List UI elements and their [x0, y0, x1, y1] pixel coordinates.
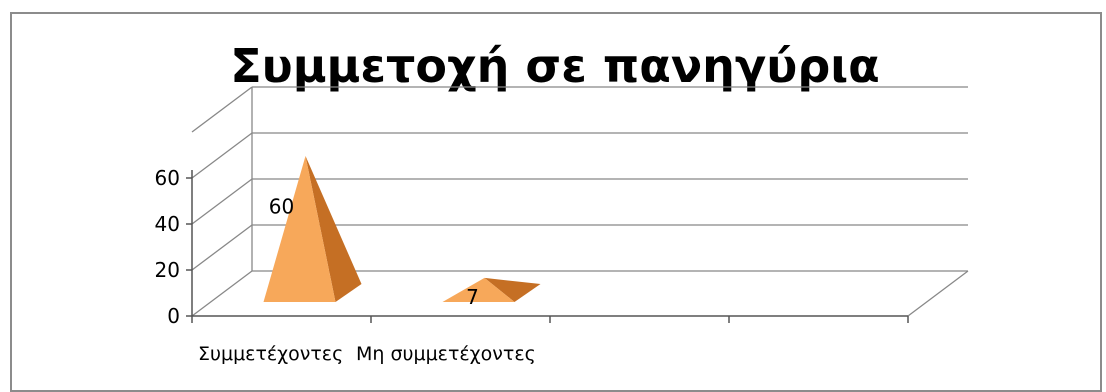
- gridline-side: [191, 178, 253, 225]
- bar: [263, 156, 362, 302]
- bar-side-face: [305, 156, 362, 302]
- gridline-side: [191, 86, 253, 133]
- gridline-side: [191, 132, 253, 179]
- y-tick-label: 40: [155, 212, 180, 236]
- floor-right-edge: [907, 270, 969, 317]
- grid-layer: [191, 86, 969, 317]
- bar-front-face: [263, 156, 336, 302]
- axis-layer: [186, 170, 909, 323]
- bar-front-face: [442, 277, 515, 302]
- pyramid-chart: Συμμετοχή σε πανηγύρια 0 20 40 60 60 7 Συμμετέ…: [155, 39, 969, 365]
- x-category-label: Συμμετέχοντες: [198, 343, 343, 365]
- data-label: 7: [466, 285, 479, 309]
- bar-layer: [263, 156, 541, 302]
- y-tick-label: 20: [155, 258, 180, 282]
- bar-side-face: [484, 277, 541, 302]
- chart-title: Συμμετοχή σε πανηγύρια: [230, 39, 880, 93]
- y-tick-label: 0: [167, 304, 180, 328]
- label-layer: 0 20 40 60 60 7 Συμμετέχοντες Μη συμμετέχοντες: [155, 166, 536, 365]
- gridline-side: [191, 224, 253, 271]
- data-label: 60: [269, 195, 294, 219]
- x-category-label: Μη συμμετέχοντες: [356, 343, 536, 365]
- gridline-side: [191, 270, 253, 317]
- y-tick-label: 60: [155, 166, 180, 190]
- bar: [442, 277, 541, 302]
